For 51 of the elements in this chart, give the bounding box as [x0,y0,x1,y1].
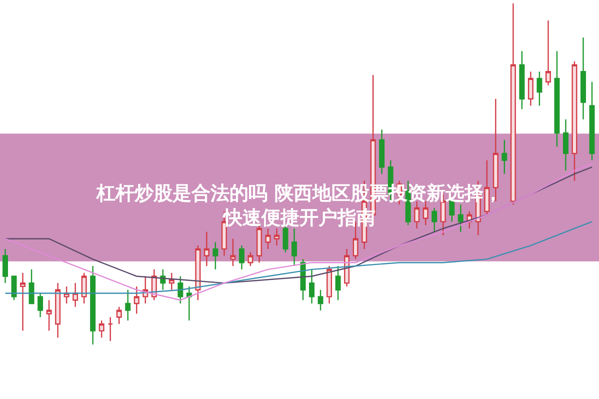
candlestick [108,316,114,342]
candlestick [545,20,551,86]
candlestick [580,36,586,120]
candlestick [274,228,280,246]
candlestick [28,268,34,304]
candlestick [55,282,61,338]
candlestick [195,244,201,301]
candlestick [510,2,516,206]
candlestick [81,272,87,304]
candlestick [528,71,534,106]
candlestick [230,238,236,267]
candlestick [72,282,78,308]
candlestick [248,252,254,267]
candlestick [2,248,8,284]
candlestick [98,320,104,338]
candlestick [64,286,70,304]
candlestick [256,224,262,264]
candlestick [589,81,595,161]
candlestick [414,200,420,230]
candlestick [562,118,568,172]
candlestick [11,276,17,301]
candlestick [335,265,341,301]
candlestick [178,276,184,304]
candlestick [422,200,428,226]
candlestick [484,160,490,216]
candlestick [212,242,218,270]
candlestick [458,204,464,232]
candlestick [572,60,578,182]
candlestick [186,286,192,322]
candlestick [125,289,131,322]
candlestick [432,207,438,232]
candlestick [554,50,560,148]
candlestick [38,292,44,318]
candlestick [116,306,122,325]
candlestick [168,272,174,290]
candlestick [134,286,140,314]
candlestick [90,265,96,346]
candlestick [20,272,26,332]
candlestick [265,228,271,250]
candlestick [318,289,324,311]
candlestick [502,139,508,175]
candlestick [379,128,385,175]
candlestick [46,300,52,332]
candlestick [519,50,525,110]
candlestick [326,265,332,304]
candlestick [536,71,542,106]
candlestick [292,228,297,267]
candlestick [238,244,244,270]
candlestick [492,98,498,202]
candlestick [309,268,315,304]
candlestick [204,231,210,267]
